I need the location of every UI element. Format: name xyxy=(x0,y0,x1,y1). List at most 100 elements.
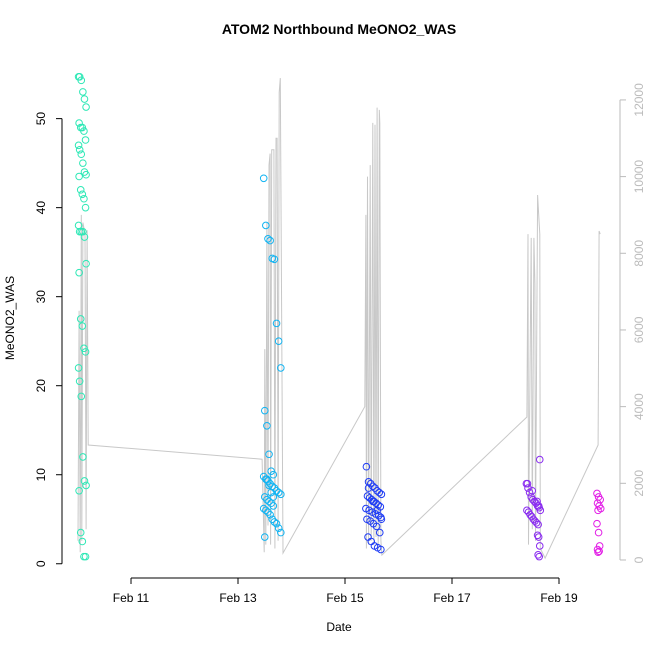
data-point xyxy=(534,502,543,510)
y2-tick-label: 8000 xyxy=(632,240,646,267)
data-point xyxy=(265,497,273,506)
data-point xyxy=(363,492,372,500)
data-point xyxy=(534,533,543,541)
data-point xyxy=(270,255,279,264)
y2-tick-label: 6000 xyxy=(632,316,646,343)
data-point xyxy=(377,545,385,554)
data-point xyxy=(77,150,86,159)
data-point xyxy=(82,481,90,490)
data-point xyxy=(262,506,270,515)
data-point xyxy=(595,547,603,556)
y-tick-label: 40 xyxy=(34,201,48,215)
data-point xyxy=(76,528,85,537)
y2-tick-label: 4000 xyxy=(632,393,646,420)
data-point xyxy=(80,344,88,353)
data-point xyxy=(528,486,537,495)
data-point xyxy=(377,490,386,499)
data-point xyxy=(523,479,532,488)
data-point xyxy=(533,497,541,506)
data-point xyxy=(80,127,88,135)
data-point xyxy=(80,95,89,103)
data-point xyxy=(533,531,542,540)
data-point xyxy=(593,519,601,528)
data-point xyxy=(75,377,84,386)
data-point xyxy=(79,227,87,236)
y2-tick-label: 12000 xyxy=(632,83,646,117)
data-point xyxy=(269,502,278,510)
data-point xyxy=(80,477,89,485)
y-tick-label: 10 xyxy=(34,468,48,482)
data-point xyxy=(594,548,602,556)
data-point xyxy=(373,506,381,515)
data-point xyxy=(74,141,83,150)
y2-tick-label: 10000 xyxy=(632,160,646,194)
data-point xyxy=(265,450,273,459)
data-point xyxy=(79,453,87,461)
data-point xyxy=(260,406,269,415)
y-tick-label: 50 xyxy=(34,112,48,126)
data-point xyxy=(274,524,283,532)
data-point xyxy=(274,488,283,497)
data-point xyxy=(369,497,377,506)
data-point xyxy=(81,552,90,561)
data-point xyxy=(593,489,601,498)
chart-title: ATOM2 Northbound MeONO2_WAS xyxy=(222,21,456,37)
data-point xyxy=(266,236,274,245)
data-point xyxy=(364,484,373,492)
data-point xyxy=(82,103,90,111)
data-point xyxy=(79,88,87,96)
y2-tick-label: 0 xyxy=(632,556,646,563)
x-tick-label: Feb 13 xyxy=(219,591,257,605)
data-point xyxy=(75,268,83,277)
data-point xyxy=(277,490,285,499)
data-point xyxy=(80,194,88,203)
data-point xyxy=(263,421,271,430)
data-point xyxy=(270,518,279,526)
x-tick-label: Feb 17 xyxy=(433,591,471,605)
data-point xyxy=(524,484,532,492)
data-point xyxy=(265,481,273,490)
data-line xyxy=(77,78,601,560)
data-point xyxy=(269,493,278,501)
data-point xyxy=(369,482,377,491)
data-point xyxy=(78,123,87,132)
data-point xyxy=(277,364,285,372)
data-point xyxy=(266,510,274,519)
data-point xyxy=(75,145,84,154)
y-axis-label: MeONO2_WAS xyxy=(3,276,17,360)
data-point xyxy=(536,506,545,515)
data-point xyxy=(79,159,87,167)
y-tick-label: 0 xyxy=(34,560,48,567)
data-point xyxy=(81,136,90,144)
data-point xyxy=(78,190,87,199)
data-point xyxy=(78,537,87,546)
data-point xyxy=(535,552,544,561)
data-point xyxy=(74,364,83,372)
data-point xyxy=(264,235,272,243)
x-tick-label: Feb 11 xyxy=(113,591,150,605)
data-point xyxy=(272,519,281,528)
data-point xyxy=(82,170,90,179)
data-point xyxy=(274,337,283,345)
data-point xyxy=(375,528,384,537)
data-point xyxy=(374,501,382,509)
data-point xyxy=(77,76,86,85)
data-point xyxy=(75,72,84,81)
data-point xyxy=(364,533,372,541)
data-point xyxy=(269,470,278,479)
data-point xyxy=(372,522,381,531)
data-point xyxy=(535,542,544,550)
data-point xyxy=(593,545,602,554)
data-point xyxy=(267,488,275,497)
x-axis-label: Date xyxy=(326,620,352,634)
data-point xyxy=(362,462,371,471)
data-point xyxy=(76,315,85,323)
data-point xyxy=(76,186,85,194)
data-point xyxy=(532,519,541,527)
data-point xyxy=(534,551,542,559)
data-point xyxy=(377,515,386,524)
data-point xyxy=(262,221,270,230)
data-point xyxy=(534,520,542,529)
data-point xyxy=(82,259,90,268)
